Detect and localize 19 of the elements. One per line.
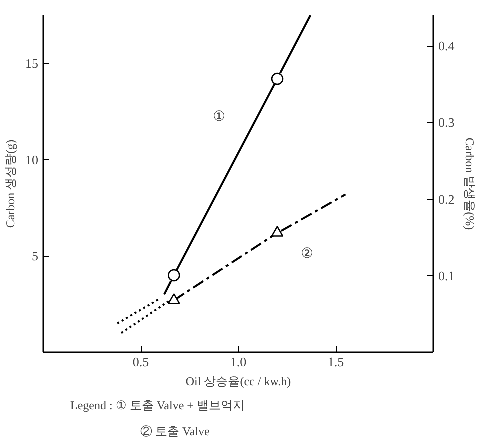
text: Legend : ① 토출 Valve + 밸브억지 bbox=[70, 398, 245, 412]
y-tick-label: 15 bbox=[26, 56, 38, 72]
text: ② 토출 Valve bbox=[140, 424, 210, 438]
x-tick-label: 1.5 bbox=[328, 354, 344, 370]
y2-tick-label: 0.1 bbox=[438, 268, 455, 284]
y2-tick-label: 0.4 bbox=[438, 38, 456, 54]
point bbox=[271, 72, 284, 86]
y-tick-label: 10 bbox=[26, 152, 38, 168]
annotation: ② bbox=[301, 247, 314, 262]
point bbox=[168, 269, 180, 282]
y-tick-label: 5 bbox=[32, 248, 38, 264]
x-tick-label: 0.5 bbox=[132, 354, 150, 370]
x-axis-title: Oil 상승율(cc / kw.h) bbox=[186, 374, 292, 388]
y-axis-title: Carbon 생성량(g) bbox=[4, 140, 18, 228]
y2-axis-title: Carbon 발생율(%) bbox=[462, 138, 477, 230]
y2-tick-label: 0.3 bbox=[438, 115, 455, 130]
y2-tick-label: 0.2 bbox=[438, 192, 455, 207]
annotation: ① bbox=[213, 110, 226, 125]
x-tick-label: 1.0 bbox=[230, 354, 247, 370]
